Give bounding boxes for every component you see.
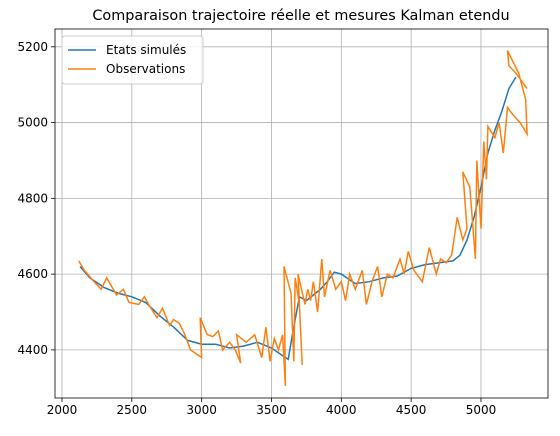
y-tick-label: 4800 [17,191,48,205]
y-tick-label: 4400 [17,343,48,357]
y-tick-label: 5000 [17,116,48,130]
x-tick-label: 2000 [47,403,78,417]
x-tick-label: 5000 [466,403,497,417]
x-tick-label: 3500 [256,403,287,417]
x-tick-label: 4000 [326,403,357,417]
y-tick-label: 4600 [17,267,48,281]
y-tick-label: 5200 [17,40,48,54]
legend-label: Etats simulés [106,43,186,57]
legend-label: Observations [106,62,185,76]
chart-title: Comparaison trajectoire réelle et mesure… [92,8,509,24]
series-line [78,50,528,386]
x-tick-label: 4500 [396,403,427,417]
x-tick-label: 2500 [117,403,148,417]
legend: Etats simulés Observations [61,35,204,85]
series-line [79,76,517,361]
legend-box [61,35,204,85]
x-tick-label: 3000 [186,403,217,417]
plot-frame [54,28,549,399]
